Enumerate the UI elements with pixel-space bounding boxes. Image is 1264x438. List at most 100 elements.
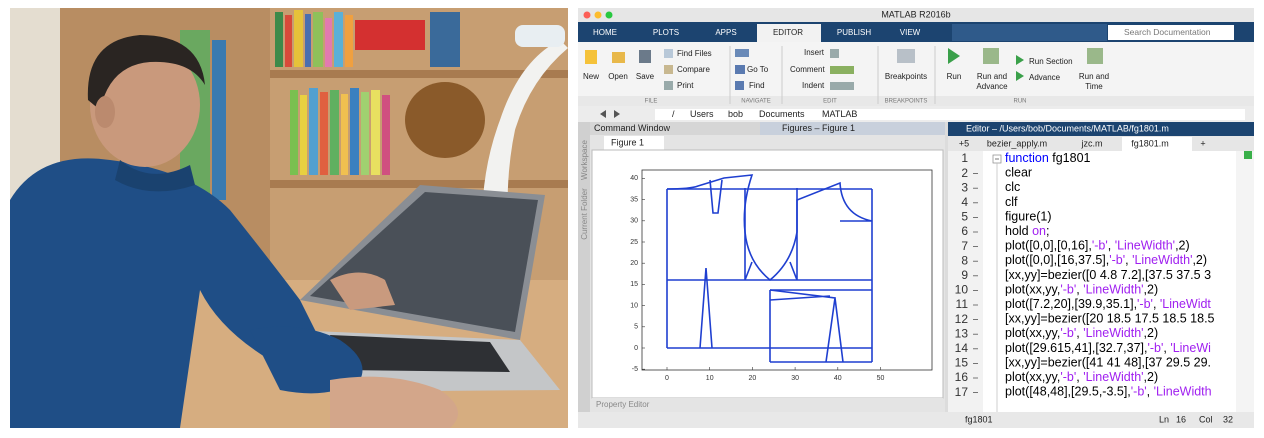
- y-tick-label: 0: [634, 345, 638, 352]
- ribbon-button[interactable]: Open: [608, 72, 628, 81]
- photo: [10, 8, 568, 428]
- code-line: plot([48,48],[29.5,-3.5],'-b', 'LineWidt…: [1005, 385, 1212, 399]
- matlab-window: MATLAB R2016b Search Documentation New O…: [578, 8, 1254, 428]
- toolstrip-tab[interactable]: PLOTS: [653, 28, 679, 37]
- path-segment[interactable]: Users: [690, 109, 714, 119]
- x-tick-label: 0: [665, 375, 669, 382]
- code-token: plot([48,48],[29.5,-3.5],: [1005, 385, 1131, 399]
- ribbon-button[interactable]: Find: [749, 81, 765, 90]
- y-tick-label: 10: [630, 302, 638, 309]
- path-segment[interactable]: /: [672, 109, 675, 119]
- code-token: '-b': [1060, 283, 1076, 297]
- code-token: fg1801: [1049, 151, 1091, 165]
- y-tick-label: -5: [632, 366, 638, 373]
- code-token: ,2): [1144, 326, 1159, 340]
- panel-title[interactable]: Property Editor: [596, 400, 650, 409]
- code-area: 1 function fg1801 2 clear 3 clc 4 clf 5 figure(1)…: [955, 151, 1215, 399]
- code-line: plot(xx,yy,'-b', 'LineWidth',2): [1005, 283, 1158, 297]
- ribbon-button[interactable]: Find Files: [677, 49, 712, 58]
- ribbon-button[interactable]: Insert: [804, 48, 825, 57]
- code-token: '-b': [1060, 370, 1076, 384]
- ribbon-button[interactable]: Advance: [976, 82, 1008, 91]
- code-token: [xx,yy]=bezier([0 4.8 7.2],[37.5 37.5 3: [1005, 268, 1211, 282]
- ribbon-button[interactable]: Print: [677, 81, 694, 90]
- code-token: ,: [1147, 385, 1154, 399]
- ribbon-section: RUN: [1014, 99, 1027, 105]
- side-label[interactable]: Current Folder: [580, 188, 589, 240]
- line-number: 15: [955, 356, 969, 370]
- ribbon-button[interactable]: Save: [636, 72, 655, 81]
- toolstrip-tab[interactable]: HOME: [593, 28, 617, 37]
- toolstrip-tab[interactable]: PUBLISH: [837, 28, 871, 37]
- code-line: clear: [1005, 166, 1032, 180]
- toolstrip-tab[interactable]: VIEW: [900, 28, 921, 37]
- code-line: plot([29.615,41],[32.7,37],'-b', 'LineWi: [1005, 341, 1211, 355]
- code-token: ,: [1125, 253, 1132, 267]
- editor-tab[interactable]: jzc.m: [1081, 138, 1103, 148]
- ribbon-section: FILE: [645, 99, 658, 105]
- code-line: [xx,yy]=bezier([20 18.5 17.5 18.5 18.5: [1005, 312, 1215, 326]
- status-value: 16: [1176, 414, 1186, 424]
- code-token: 'LineWidt: [1160, 297, 1212, 311]
- code-token: '-b': [1147, 341, 1163, 355]
- code-token: plot(xx,yy,: [1005, 283, 1060, 297]
- code-token: '-b': [1109, 253, 1125, 267]
- ribbon-button[interactable]: Run Section: [1029, 57, 1073, 66]
- code-token: '-b': [1060, 326, 1076, 340]
- x-tick-label: 10: [706, 375, 714, 382]
- ribbon-button[interactable]: Go To: [747, 65, 769, 74]
- toolstrip-tab[interactable]: APPS: [715, 28, 736, 37]
- ribbon-section: BREAKPOINTS: [885, 99, 928, 105]
- editor-tabs: +5 bezier_apply.m jzc.m fg1801.m +: [959, 138, 1206, 148]
- code-token: '-b': [1137, 297, 1153, 311]
- panel-title[interactable]: Figures – Figure 1: [782, 123, 855, 133]
- figure-tab[interactable]: Figure 1: [611, 137, 644, 147]
- ribbon-button[interactable]: Run: [947, 72, 962, 81]
- code-line: function fg1801: [1005, 151, 1091, 165]
- editor-tab[interactable]: +5: [959, 138, 969, 148]
- code-line: clc: [1005, 180, 1020, 194]
- line-number: 14: [955, 341, 969, 355]
- code-token: plot(xx,yy,: [1005, 326, 1060, 340]
- status-value: 32: [1223, 414, 1233, 424]
- editor-tab[interactable]: +: [1200, 138, 1205, 148]
- code-token: ,: [1076, 326, 1083, 340]
- ribbon-button[interactable]: Compare: [677, 65, 710, 74]
- search-box[interactable]: Search Documentation: [1124, 27, 1211, 37]
- ribbon-button[interactable]: Run and: [1079, 72, 1109, 81]
- editor-tab[interactable]: fg1801.m: [1131, 138, 1169, 148]
- ribbon-button[interactable]: Comment: [790, 65, 825, 74]
- code-token: ;: [1046, 224, 1049, 238]
- y-tick-label: 25: [630, 239, 638, 246]
- ribbon-button[interactable]: Indent: [802, 81, 825, 90]
- ribbon-section: EDIT: [823, 99, 837, 105]
- code-token: plot(xx,yy,: [1005, 370, 1060, 384]
- panel-title[interactable]: Command Window: [594, 123, 671, 133]
- line-number: 3: [961, 180, 968, 194]
- toolstrip-tab[interactable]: EDITOR: [773, 28, 803, 37]
- code-line: plot([0,0],[16,37.5],'-b', 'LineWidth',2…: [1005, 253, 1207, 267]
- code-token: figure(1): [1005, 210, 1052, 224]
- ribbon-button[interactable]: Time: [1085, 82, 1103, 91]
- code-token: plot([7.2,20],[39.9,35.1],: [1005, 297, 1137, 311]
- ribbon-button[interactable]: New: [583, 72, 599, 81]
- code-token: clc: [1005, 180, 1020, 194]
- ribbon-button[interactable]: Advance: [1029, 73, 1061, 82]
- side-label[interactable]: Workspace: [580, 140, 589, 180]
- ribbon-button[interactable]: Run and: [977, 72, 1007, 81]
- code-token: ,: [1153, 297, 1160, 311]
- editor-tab[interactable]: bezier_apply.m: [987, 138, 1047, 148]
- line-number: 4: [961, 195, 968, 209]
- ribbon-button[interactable]: Breakpoints: [885, 72, 927, 81]
- code-line: plot(xx,yy,'-b', 'LineWidth',2): [1005, 370, 1158, 384]
- path-segment[interactable]: bob: [728, 109, 743, 119]
- code-line: plot([7.2,20],[39.9,35.1],'-b', 'LineWid…: [1005, 297, 1211, 311]
- path-segment[interactable]: MATLAB: [822, 109, 857, 119]
- code-token: ,2): [1192, 253, 1207, 267]
- path-segment[interactable]: Documents: [759, 109, 805, 119]
- line-number: 1: [961, 151, 968, 165]
- x-tick-label: 30: [791, 375, 799, 382]
- y-tick-label: 40: [630, 175, 638, 182]
- code-line: plot(xx,yy,'-b', 'LineWidth',2): [1005, 326, 1158, 340]
- line-number: 12: [955, 312, 969, 326]
